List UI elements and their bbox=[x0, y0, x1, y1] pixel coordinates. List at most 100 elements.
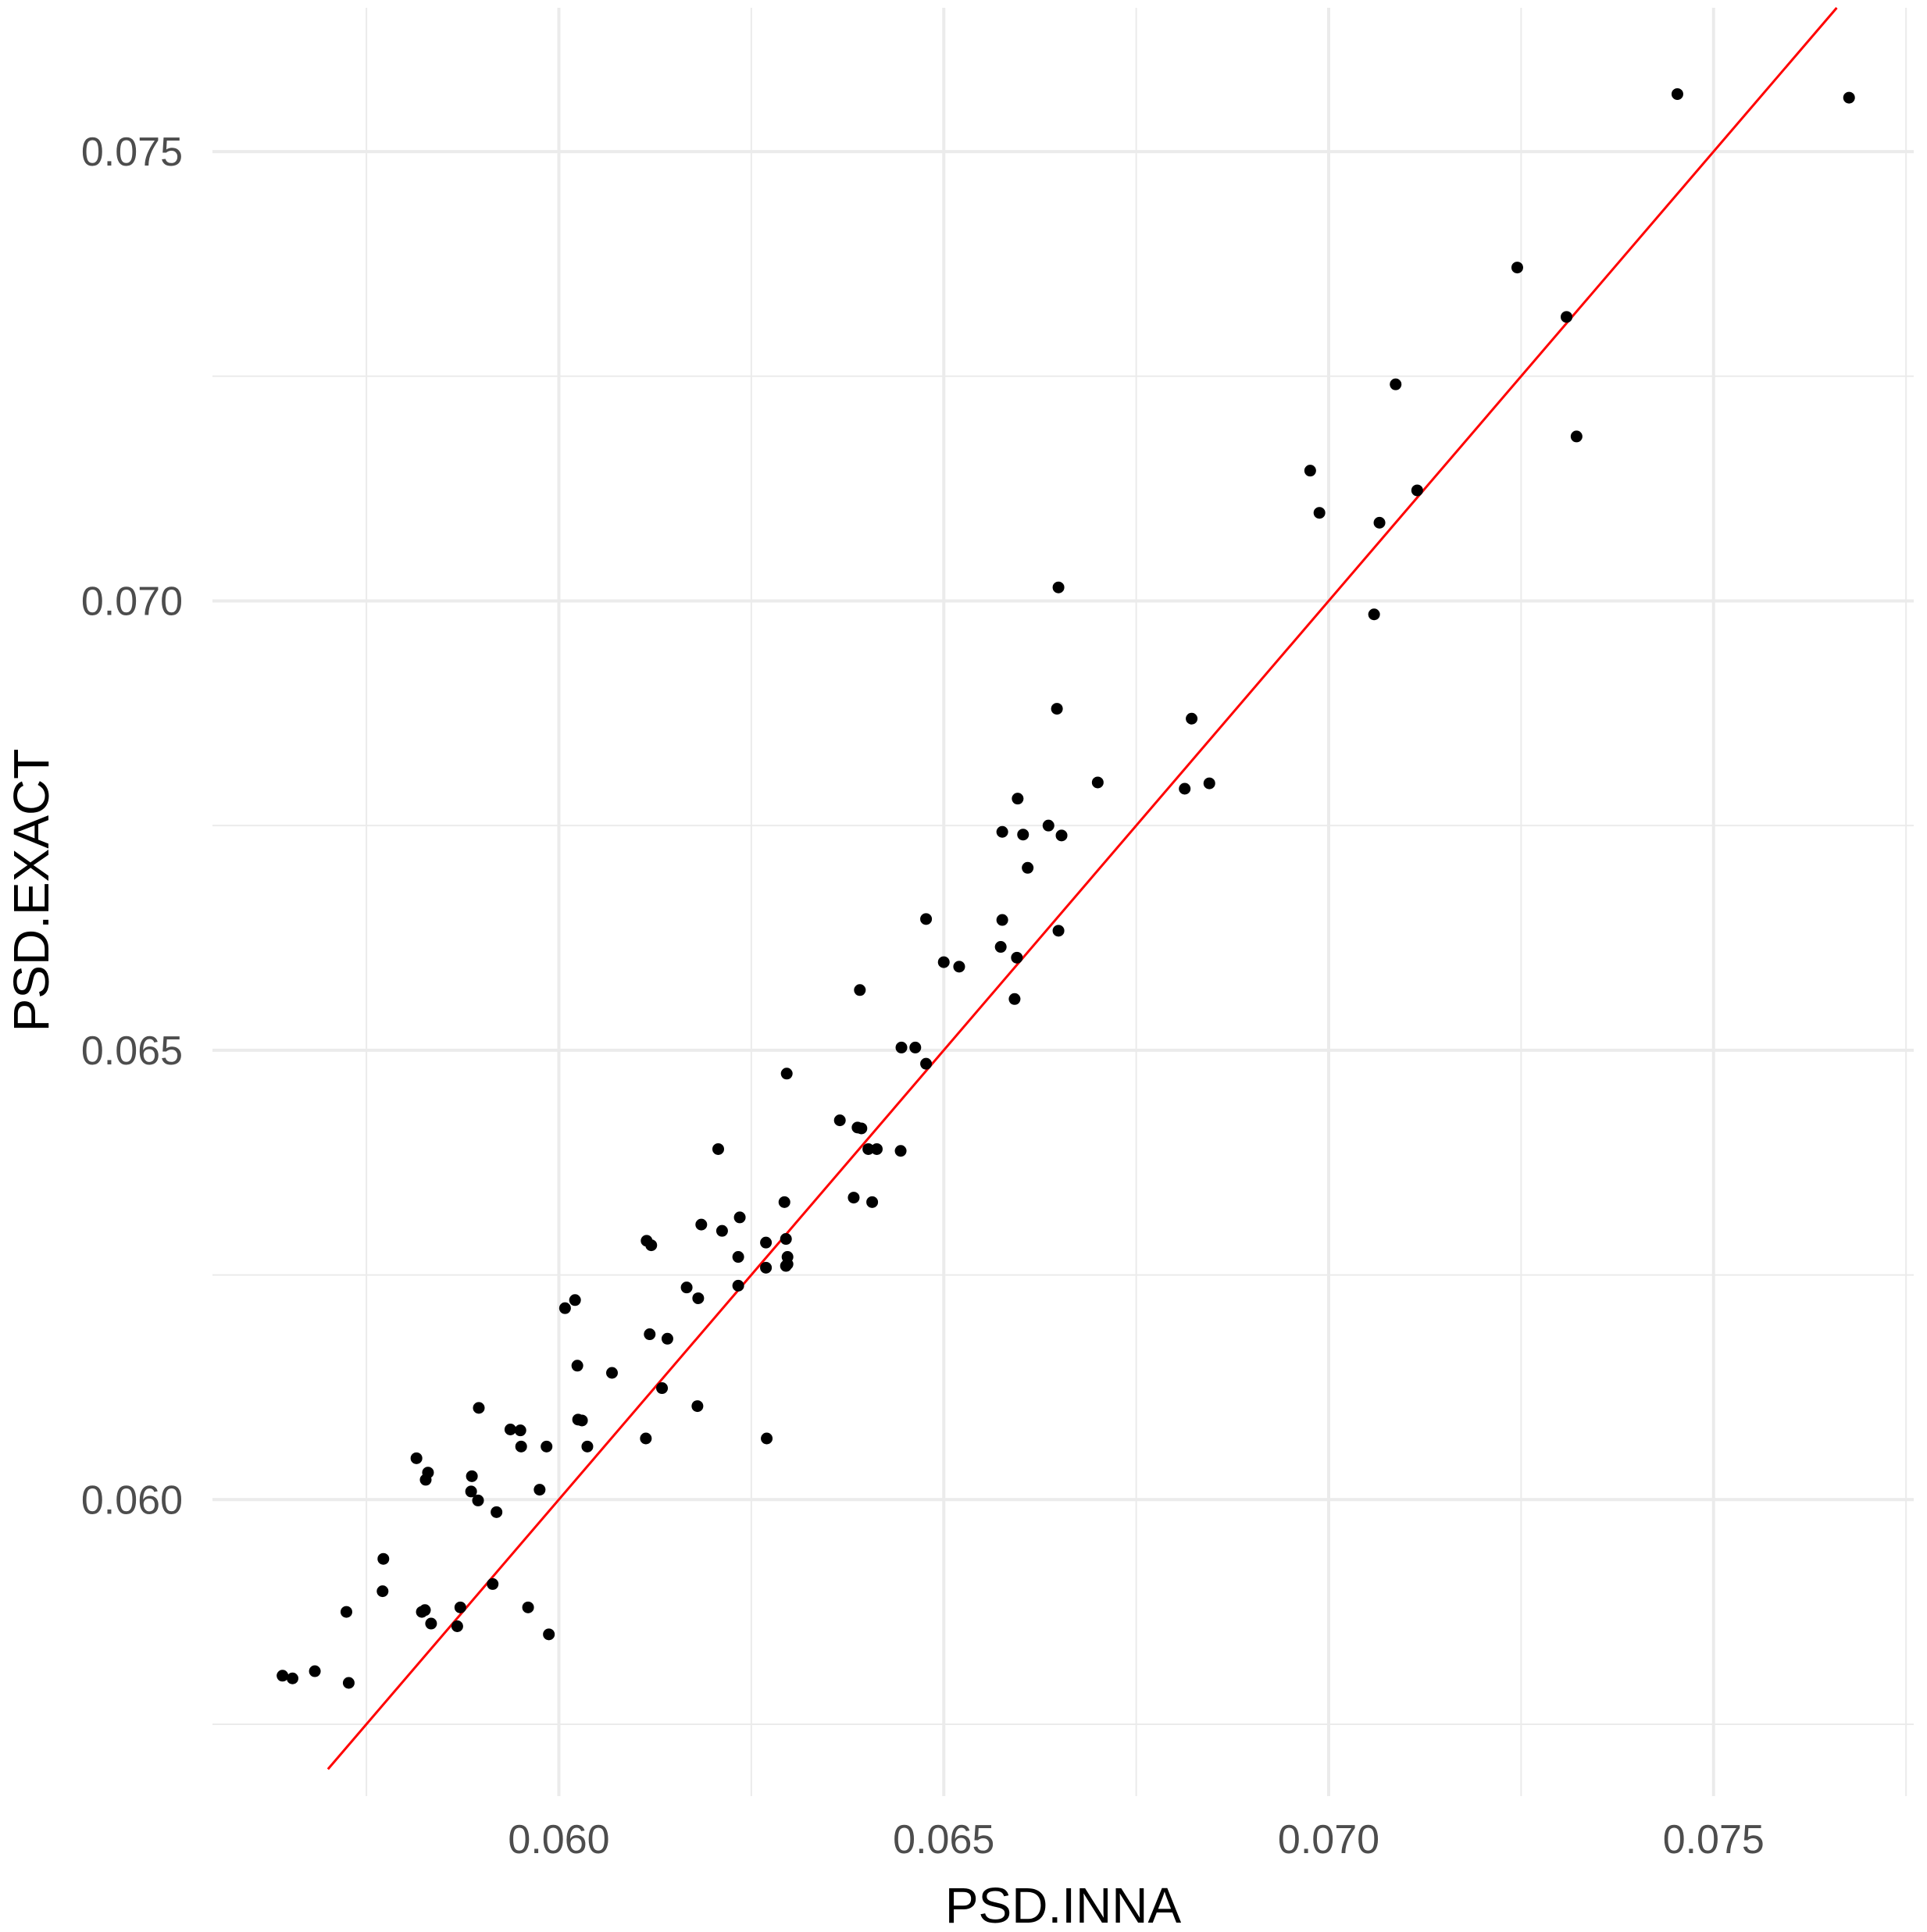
data-points bbox=[277, 87, 1855, 1689]
data-point bbox=[644, 1328, 656, 1341]
data-point bbox=[871, 1142, 883, 1155]
x-tick-label: 0.060 bbox=[508, 1817, 609, 1862]
data-point bbox=[1022, 861, 1034, 874]
data-point bbox=[778, 1196, 790, 1208]
data-point bbox=[1008, 993, 1021, 1005]
data-point bbox=[1186, 712, 1198, 725]
y-axis-title: PSD.EXACT bbox=[3, 749, 59, 1032]
data-point bbox=[780, 1068, 793, 1080]
data-point bbox=[760, 1236, 773, 1249]
data-point bbox=[473, 1402, 485, 1414]
data-point bbox=[465, 1485, 477, 1498]
data-point bbox=[491, 1506, 503, 1518]
data-point bbox=[920, 1057, 933, 1070]
data-point bbox=[692, 1292, 705, 1304]
data-point bbox=[656, 1382, 669, 1395]
data-point bbox=[895, 1041, 908, 1053]
x-tick-label: 0.065 bbox=[893, 1817, 994, 1862]
data-point bbox=[996, 914, 1008, 926]
data-point bbox=[680, 1281, 693, 1294]
data-point bbox=[419, 1474, 432, 1486]
x-axis-title: PSD.INNA bbox=[945, 1877, 1182, 1932]
data-point bbox=[342, 1677, 355, 1689]
data-point bbox=[340, 1606, 352, 1618]
data-point bbox=[410, 1452, 423, 1464]
data-point bbox=[733, 1211, 746, 1224]
data-point bbox=[1411, 484, 1423, 497]
data-point bbox=[1017, 829, 1030, 841]
data-point bbox=[691, 1400, 704, 1413]
data-point bbox=[515, 1440, 527, 1453]
data-point bbox=[854, 984, 866, 996]
data-point bbox=[994, 941, 1007, 954]
data-point bbox=[425, 1617, 437, 1630]
data-point bbox=[1368, 608, 1380, 621]
data-point bbox=[761, 1432, 773, 1445]
identity-reference-line bbox=[327, 7, 1838, 1770]
data-point bbox=[1051, 703, 1063, 715]
data-point bbox=[862, 1142, 875, 1155]
data-point bbox=[581, 1440, 594, 1453]
data-point bbox=[732, 1251, 744, 1264]
data-point bbox=[522, 1601, 534, 1613]
data-point bbox=[543, 1628, 555, 1641]
data-point bbox=[894, 1145, 907, 1157]
data-point bbox=[309, 1665, 321, 1677]
data-point bbox=[1203, 777, 1215, 790]
data-point bbox=[533, 1484, 546, 1496]
data-point bbox=[1012, 793, 1024, 805]
data-point bbox=[1304, 465, 1316, 477]
data-point bbox=[286, 1672, 298, 1684]
data-point bbox=[1313, 507, 1326, 519]
data-point bbox=[514, 1424, 526, 1437]
data-point bbox=[848, 1192, 860, 1204]
data-point bbox=[780, 1260, 792, 1272]
data-point bbox=[909, 1041, 922, 1053]
data-point bbox=[451, 1620, 463, 1633]
data-point bbox=[419, 1604, 431, 1617]
data-point bbox=[487, 1577, 499, 1590]
data-point bbox=[1052, 581, 1065, 594]
y-tick-label: 0.075 bbox=[81, 130, 183, 175]
data-point bbox=[695, 1218, 708, 1231]
data-point bbox=[732, 1279, 744, 1292]
y-tick-label: 0.065 bbox=[81, 1028, 183, 1074]
data-point bbox=[661, 1332, 673, 1345]
reference-line-group bbox=[327, 7, 1838, 1770]
data-point bbox=[541, 1440, 553, 1453]
data-point bbox=[866, 1196, 879, 1208]
data-point bbox=[576, 1414, 588, 1427]
data-point bbox=[1179, 782, 1191, 795]
data-point bbox=[1561, 311, 1573, 323]
x-tick-label: 0.075 bbox=[1663, 1817, 1765, 1862]
data-point bbox=[1055, 829, 1068, 842]
data-point bbox=[1042, 819, 1054, 832]
y-tick-label: 0.060 bbox=[81, 1478, 183, 1523]
data-point bbox=[645, 1239, 658, 1252]
data-point bbox=[953, 961, 965, 973]
data-point bbox=[640, 1432, 652, 1445]
tick-labels: 0.060 0.065 0.070 0.075 0.060 0.065 0.070 0.075 bbox=[81, 130, 1765, 1862]
data-point bbox=[1390, 378, 1402, 390]
y-tick-label: 0.070 bbox=[81, 579, 183, 624]
data-point bbox=[1373, 516, 1386, 529]
data-point bbox=[712, 1142, 724, 1155]
data-point bbox=[1011, 951, 1023, 964]
data-point bbox=[1511, 262, 1523, 274]
data-point bbox=[504, 1423, 516, 1435]
data-point bbox=[1052, 925, 1065, 937]
data-point bbox=[605, 1367, 618, 1379]
data-point bbox=[454, 1601, 466, 1613]
data-point bbox=[1843, 91, 1855, 104]
data-point bbox=[569, 1294, 581, 1306]
data-point bbox=[760, 1261, 773, 1274]
data-point bbox=[996, 825, 1008, 838]
data-point bbox=[1091, 776, 1104, 789]
data-point bbox=[558, 1302, 571, 1314]
data-point bbox=[376, 1585, 389, 1598]
data-point bbox=[715, 1224, 728, 1237]
data-point bbox=[937, 956, 950, 968]
data-point bbox=[833, 1114, 846, 1127]
data-point bbox=[855, 1122, 868, 1135]
